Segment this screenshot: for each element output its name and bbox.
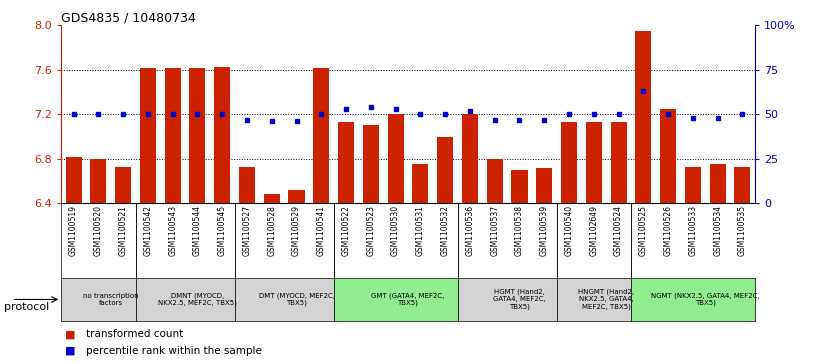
Text: GSM1100524: GSM1100524 bbox=[614, 205, 623, 256]
Bar bbox=[239, 167, 255, 203]
Text: GSM1100526: GSM1100526 bbox=[663, 205, 672, 256]
Bar bbox=[610, 122, 627, 203]
Text: GSM1100527: GSM1100527 bbox=[242, 205, 251, 256]
Text: GDS4835 / 10480734: GDS4835 / 10480734 bbox=[61, 11, 196, 24]
Text: GSM1100538: GSM1100538 bbox=[515, 205, 524, 256]
Text: GSM1100543: GSM1100543 bbox=[168, 205, 177, 256]
Bar bbox=[557, 278, 631, 321]
Bar bbox=[512, 170, 527, 203]
Bar bbox=[636, 31, 651, 203]
Text: ■: ■ bbox=[65, 329, 76, 339]
Text: GSM1100545: GSM1100545 bbox=[218, 205, 227, 256]
Bar bbox=[214, 66, 230, 203]
Text: GSM1100542: GSM1100542 bbox=[144, 205, 153, 256]
Bar bbox=[412, 164, 428, 203]
Text: GSM1100544: GSM1100544 bbox=[193, 205, 202, 256]
Text: GSM1100535: GSM1100535 bbox=[738, 205, 747, 256]
Text: GSM1100525: GSM1100525 bbox=[639, 205, 648, 256]
Text: GSM1100521: GSM1100521 bbox=[118, 205, 127, 256]
Text: GSM1100530: GSM1100530 bbox=[391, 205, 400, 256]
Bar bbox=[115, 167, 131, 203]
Text: percentile rank within the sample: percentile rank within the sample bbox=[86, 346, 262, 356]
Text: ■: ■ bbox=[65, 346, 76, 356]
Bar bbox=[65, 156, 82, 203]
Bar bbox=[313, 68, 330, 203]
Bar bbox=[189, 68, 206, 203]
Bar bbox=[140, 68, 156, 203]
Bar bbox=[388, 114, 404, 203]
Bar bbox=[61, 278, 135, 321]
Text: GSM1100540: GSM1100540 bbox=[565, 205, 574, 256]
Text: GSM1100523: GSM1100523 bbox=[366, 205, 375, 256]
Bar bbox=[135, 278, 234, 321]
Text: no transcription
factors: no transcription factors bbox=[83, 293, 139, 306]
Text: HNGMT (Hand2,
NKX2.5, GATA4,
MEF2C, TBX5): HNGMT (Hand2, NKX2.5, GATA4, MEF2C, TBX5… bbox=[578, 289, 634, 310]
Text: GSM1100541: GSM1100541 bbox=[317, 205, 326, 256]
Bar bbox=[91, 159, 106, 203]
Bar bbox=[462, 114, 478, 203]
Text: GSM1100529: GSM1100529 bbox=[292, 205, 301, 256]
Bar bbox=[363, 126, 379, 203]
Bar bbox=[710, 164, 725, 203]
Bar bbox=[264, 194, 280, 203]
Text: GSM1100533: GSM1100533 bbox=[689, 205, 698, 256]
Text: HGMT (Hand2,
GATA4, MEF2C,
TBX5): HGMT (Hand2, GATA4, MEF2C, TBX5) bbox=[493, 289, 546, 310]
Bar bbox=[586, 122, 602, 203]
Text: protocol: protocol bbox=[4, 302, 49, 312]
Bar bbox=[334, 278, 458, 321]
Text: NGMT (NKX2.5, GATA4, MEF2C,
TBX5): NGMT (NKX2.5, GATA4, MEF2C, TBX5) bbox=[651, 293, 760, 306]
Text: GSM1102649: GSM1102649 bbox=[589, 205, 598, 256]
Text: GSM1100522: GSM1100522 bbox=[342, 205, 351, 256]
Text: GSM1100534: GSM1100534 bbox=[713, 205, 722, 256]
Bar bbox=[561, 122, 577, 203]
Text: GSM1100519: GSM1100519 bbox=[69, 205, 78, 256]
Text: GSM1100528: GSM1100528 bbox=[268, 205, 277, 256]
Bar bbox=[631, 278, 755, 321]
Text: transformed count: transformed count bbox=[86, 329, 183, 339]
Text: GSM1100537: GSM1100537 bbox=[490, 205, 499, 256]
Text: GSM1100536: GSM1100536 bbox=[465, 205, 474, 256]
Text: GSM1100532: GSM1100532 bbox=[441, 205, 450, 256]
Text: GSM1100531: GSM1100531 bbox=[416, 205, 425, 256]
Text: GSM1100539: GSM1100539 bbox=[539, 205, 548, 256]
Bar bbox=[685, 167, 701, 203]
Bar bbox=[660, 109, 676, 203]
Text: GMT (GATA4, MEF2C,
TBX5): GMT (GATA4, MEF2C, TBX5) bbox=[371, 293, 445, 306]
Bar bbox=[734, 167, 751, 203]
Text: GSM1100520: GSM1100520 bbox=[94, 205, 103, 256]
Bar bbox=[486, 159, 503, 203]
Bar bbox=[289, 190, 304, 203]
Bar bbox=[235, 278, 334, 321]
Bar bbox=[165, 68, 180, 203]
Text: DMNT (MYOCD,
NKX2.5, MEF2C, TBX5): DMNT (MYOCD, NKX2.5, MEF2C, TBX5) bbox=[158, 293, 237, 306]
Bar bbox=[458, 278, 557, 321]
Bar bbox=[536, 168, 552, 203]
Text: DMT (MYOCD, MEF2C,
TBX5): DMT (MYOCD, MEF2C, TBX5) bbox=[259, 293, 335, 306]
Bar bbox=[338, 122, 354, 203]
Bar bbox=[437, 136, 453, 203]
